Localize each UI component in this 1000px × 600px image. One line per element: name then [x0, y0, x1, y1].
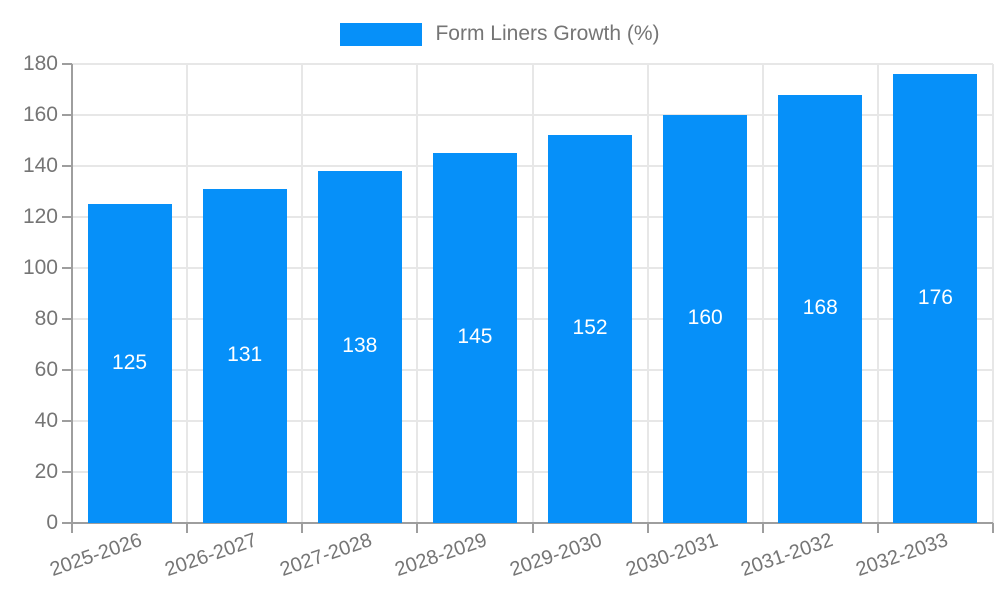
bar-2031-2032[interactable]	[778, 94, 863, 523]
y-tick-label: 100	[22, 256, 58, 279]
bar-value-label: 160	[687, 306, 723, 329]
bar-2032-2033[interactable]	[893, 74, 978, 523]
x-axis-tick	[646, 523, 649, 533]
x-tick-label: 2027-2028	[277, 529, 375, 581]
bar-value-label: 125	[112, 350, 148, 374]
x-axis-tick	[761, 523, 764, 533]
x-axis-tick	[71, 523, 73, 533]
x-axis-tick	[992, 523, 994, 533]
bar-value-label: 176	[917, 285, 953, 309]
y-axis-tick	[62, 369, 72, 371]
x-tick-label: 2031-2032	[737, 529, 836, 581]
x-gridline	[301, 64, 304, 523]
bar-value-label: 145	[457, 325, 493, 349]
y-axis-tick	[62, 114, 72, 116]
y-axis-tick	[62, 63, 72, 65]
bar-2028-2029[interactable]	[432, 153, 517, 523]
y-tick-label: 80	[34, 307, 58, 330]
y-tick-label: 180	[22, 52, 58, 75]
y-axis-tick	[62, 165, 72, 167]
y-tick-label: 0	[46, 511, 58, 534]
bar-2025-2026[interactable]	[87, 204, 172, 523]
y-tick-label: 60	[34, 358, 58, 381]
bar-value-label: 168	[802, 295, 838, 319]
x-axis-tick	[186, 523, 189, 533]
y-axis-tick	[62, 267, 72, 269]
y-tick-label: 140	[22, 154, 58, 177]
x-tick-label: 2032-2033	[852, 529, 951, 581]
y-axis-tick	[62, 522, 72, 524]
y-tick-label: 40	[34, 409, 58, 432]
legend-label: Form Liners Growth (%)	[435, 22, 660, 45]
bar-2030-2031[interactable]	[663, 115, 748, 523]
x-axis-line	[72, 522, 993, 524]
x-tick-label: 2025-2026	[47, 529, 145, 581]
y-axis-tick	[62, 471, 72, 473]
x-gridline	[646, 64, 649, 523]
bar-value-label: 131	[227, 342, 263, 366]
bar-value-label: 152	[572, 316, 608, 340]
x-gridline	[992, 64, 994, 523]
y-tick-label: 160	[22, 103, 58, 126]
bar-2026-2027[interactable]	[202, 188, 287, 523]
x-gridline	[186, 64, 189, 523]
x-gridline	[416, 64, 419, 523]
y-axis-tick	[62, 216, 72, 218]
x-tick-label: 2028-2029	[392, 529, 491, 581]
x-axis-tick	[876, 523, 879, 533]
x-axis-tick	[301, 523, 304, 533]
bar-value-label: 138	[342, 334, 378, 358]
x-axis-tick	[416, 523, 419, 533]
y-tick-label: 120	[22, 205, 58, 228]
legend-swatch-icon	[340, 22, 423, 46]
x-tick-label: 2030-2031	[622, 529, 721, 581]
y-axis-line	[71, 64, 73, 523]
x-gridline	[761, 64, 764, 523]
x-tick-label: 2029-2030	[507, 529, 606, 581]
bar-2029-2030[interactable]	[548, 135, 633, 523]
bar-2027-2028[interactable]	[317, 171, 402, 523]
x-axis-tick	[531, 523, 534, 533]
y-axis-tick	[62, 420, 72, 422]
x-tick-label: 2026-2027	[162, 529, 260, 581]
x-gridline	[531, 64, 534, 523]
y-axis-tick	[62, 318, 72, 320]
chart-legend[interactable]: Form Liners Growth (%)	[0, 20, 1000, 48]
x-gridline	[876, 64, 879, 523]
y-tick-label: 20	[34, 460, 58, 483]
